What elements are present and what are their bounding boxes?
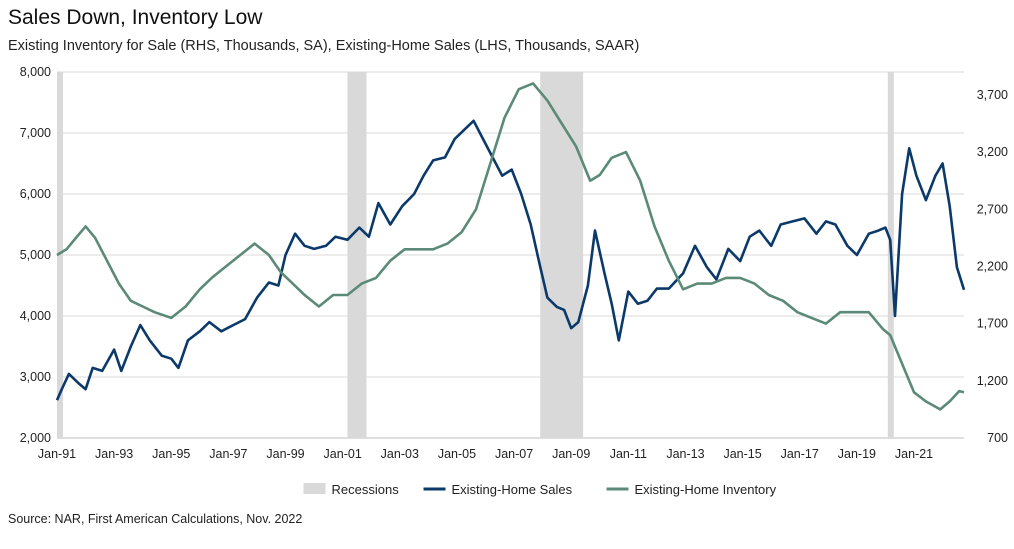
x-tick-label: Jan-91 <box>38 447 76 461</box>
x-tick-label: Jan-93 <box>95 447 133 461</box>
y-right-tick-label: 3,700 <box>977 88 1008 102</box>
x-tick-label: Jan-97 <box>209 447 247 461</box>
y-right-tick-label: 3,200 <box>977 145 1008 159</box>
x-tick-label: Jan-11 <box>610 447 647 461</box>
x-tick-label: Jan-21 <box>895 447 933 461</box>
y-left-tick-label: 8,000 <box>20 65 51 79</box>
chart-title: Sales Down, Inventory Low <box>8 6 263 29</box>
x-tick-label: Jan-17 <box>781 447 819 461</box>
legend-label: Recessions <box>332 482 400 497</box>
y-right-tick-label: 2,700 <box>977 202 1008 216</box>
x-tick-label: Jan-99 <box>266 447 304 461</box>
axis-labels: 2,000 3,000 4,000 5,000 6,000 7,000 8,000 700 1,… <box>20 65 1008 461</box>
series-line-inventory <box>56 82 965 411</box>
y-right-tick-label: 1,700 <box>977 317 1008 331</box>
x-tick-label: Jan-01 <box>324 447 362 461</box>
chart-subtitle: Existing Inventory for Sale (RHS, Thousa… <box>8 38 640 54</box>
y-left-tick-label: 2,000 <box>20 431 51 445</box>
y-left-tick-label: 7,000 <box>20 126 51 140</box>
x-tick-label: Jan-15 <box>723 447 761 461</box>
series-lines <box>55 82 966 411</box>
gridlines <box>57 71 964 439</box>
x-tick-label: Jan-95 <box>152 447 190 461</box>
legend-label: Existing-Home Inventory <box>635 482 777 497</box>
recession-band <box>540 72 584 438</box>
x-tick-label: Jan-03 <box>381 447 419 461</box>
y-left-tick-label: 4,000 <box>20 309 51 323</box>
recession-band <box>57 72 63 438</box>
y-right-tick-label: 2,200 <box>977 259 1008 273</box>
y-left-tick-label: 5,000 <box>20 248 51 262</box>
x-tick-label: Jan-19 <box>838 447 876 461</box>
legend: Recessions Existing-Home Sales Existing-Ho… <box>303 482 777 497</box>
y-right-tick-label: 1,200 <box>977 374 1008 388</box>
y-right-tick-label: 700 <box>987 431 1008 445</box>
legend-swatch-recessions <box>303 483 326 494</box>
x-tick-label: Jan-05 <box>438 447 476 461</box>
source-note: Source: NAR, First American Calculations… <box>8 512 303 526</box>
y-left-tick-label: 6,000 <box>20 187 51 201</box>
y-left-tick-label: 3,000 <box>20 370 51 384</box>
x-tick-label: Jan-07 <box>495 447 533 461</box>
x-tick-label: Jan-09 <box>552 447 590 461</box>
x-tick-label: Jan-13 <box>666 447 704 461</box>
legend-label: Existing-Home Sales <box>452 482 573 497</box>
recession-band <box>347 72 367 438</box>
series-line-sales <box>55 119 966 401</box>
